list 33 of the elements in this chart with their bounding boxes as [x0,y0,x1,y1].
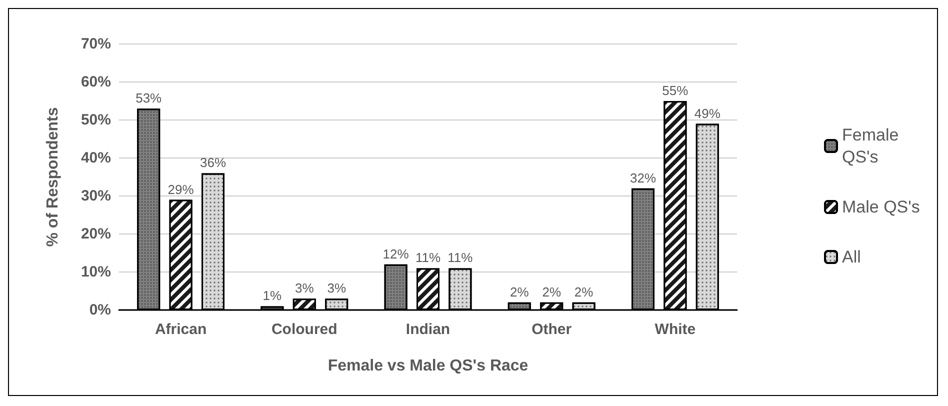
x-tick-label: Other [532,321,572,338]
y-tick-label: 40% [80,150,111,166]
x-tick-label: Indian [406,321,450,338]
data-label: 3% [327,280,346,296]
legend-label: All [842,248,861,266]
data-label: 11% [448,250,474,266]
data-label: 29% [168,182,194,197]
data-label: 12% [382,246,410,262]
data-label: 2% [510,284,530,300]
y-tick-label: 60% [80,74,111,90]
y-tick-label: 0% [89,302,111,318]
x-tick-label: African [154,321,207,338]
legend-label: Male QS's [842,198,920,216]
x-tick-label: Coloured [271,321,338,338]
data-label: 11% [415,250,441,266]
y-tick-label: 70% [80,36,111,52]
data-label: 3% [295,280,314,296]
y-tick-label: 30% [80,188,111,204]
y-tick-label: 10% [80,264,111,280]
y-tick-label: 20% [80,226,111,242]
x-tick-label: White [654,321,696,338]
y-axis-title: % of Respondents [44,107,62,247]
legend-label: Female QS's [842,126,904,166]
y-tick-label: 50% [80,112,111,128]
data-label: 1% [262,288,282,304]
data-label: 53% [136,90,162,106]
data-label: 2% [574,284,594,300]
data-label: 2% [542,284,562,300]
x-axis-title: Female vs Male QS's Race [328,358,528,374]
data-label: 36% [200,155,226,170]
data-label: 55% [662,83,689,98]
data-label: 49% [694,106,721,121]
data-label: 32% [630,170,656,186]
